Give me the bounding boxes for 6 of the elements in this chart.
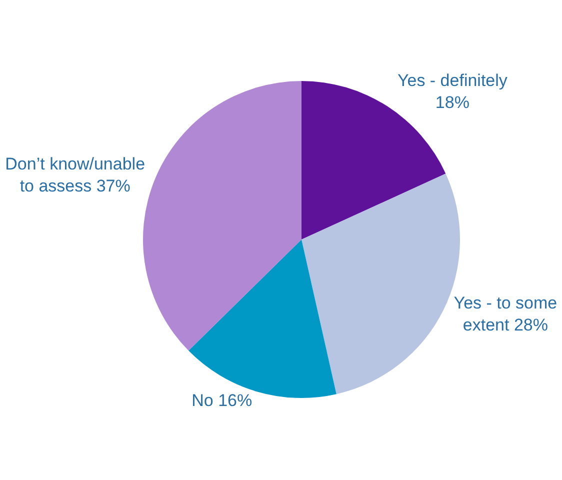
slice-label: Don’t know/unable to assess 37% [5, 154, 146, 196]
pie-slice [143, 81, 302, 351]
slice-label: Yes - to some extent 28% [454, 293, 558, 334]
slice-label: No 16% [192, 390, 252, 410]
data-label: 18% [435, 93, 470, 112]
slice-label: Yes - definitely [397, 71, 508, 90]
